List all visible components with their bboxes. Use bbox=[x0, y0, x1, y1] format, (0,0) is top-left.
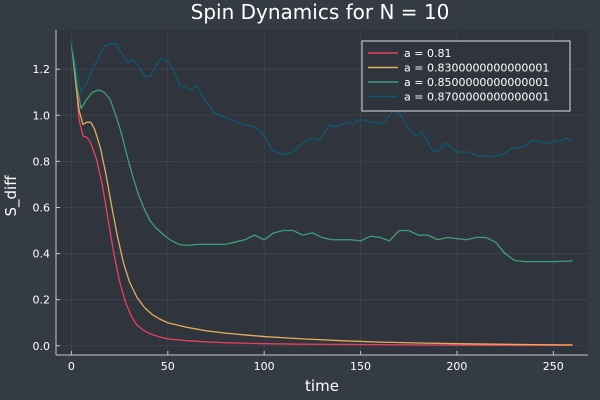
y-tick-label: 0.6 bbox=[33, 201, 51, 214]
axes bbox=[55, 30, 588, 356]
y-tick-label: 1.0 bbox=[33, 109, 51, 122]
legend-label-1: a = 0.81 bbox=[404, 47, 451, 60]
series-lines bbox=[70, 41, 573, 346]
x-tick-label: 200 bbox=[446, 360, 467, 373]
y-tick-label: 0.2 bbox=[33, 294, 51, 307]
chart-title: Spin Dynamics for N = 10 bbox=[191, 0, 450, 24]
x-tick-label: 50 bbox=[161, 360, 175, 373]
series-line-4 bbox=[70, 41, 573, 158]
y-tick-label: 1.2 bbox=[33, 63, 51, 76]
series-line-1 bbox=[70, 41, 573, 346]
x-axis-label: time bbox=[305, 377, 339, 395]
legend-label-3: a = 0.8500000000000001 bbox=[404, 76, 549, 89]
series-line-2 bbox=[70, 41, 573, 346]
y-tick-label: 0.4 bbox=[33, 248, 51, 261]
x-tick-label: 150 bbox=[350, 360, 371, 373]
legend-label-4: a = 0.8700000000000001 bbox=[404, 91, 549, 104]
x-tick-label: 250 bbox=[543, 360, 564, 373]
legend-label-2: a = 0.8300000000000001 bbox=[404, 62, 549, 75]
y-tick-label: 0.8 bbox=[33, 155, 51, 168]
x-tick-label: 0 bbox=[68, 360, 75, 373]
tick-labels: 0 50 100 150 200 250 0.0 0.2 0.4 0.6 0.8 1.0 1.2 bbox=[33, 63, 564, 373]
y-axis-label: S_diff bbox=[2, 175, 21, 217]
x-tick-label: 100 bbox=[254, 360, 275, 373]
y-tick-label: 0.0 bbox=[33, 340, 51, 353]
series-line-3 bbox=[70, 41, 573, 263]
